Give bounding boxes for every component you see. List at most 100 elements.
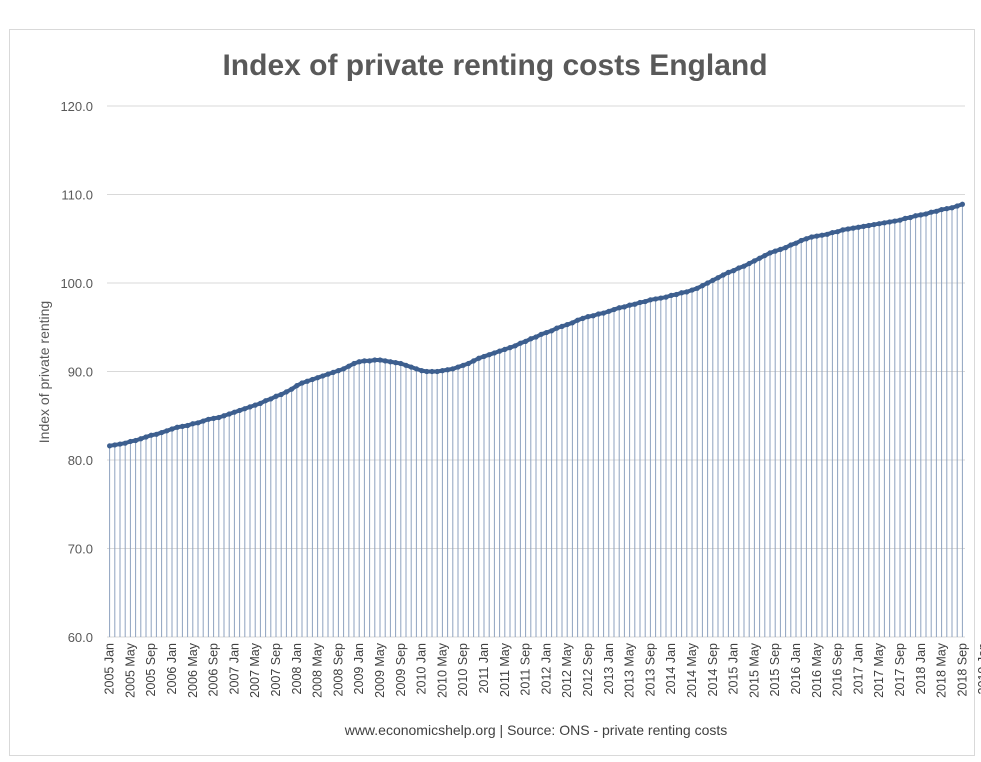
data-point bbox=[725, 269, 732, 275]
x-tick-label: 2014 May bbox=[685, 642, 699, 698]
data-point bbox=[174, 424, 180, 430]
data-point bbox=[580, 315, 586, 321]
data-point bbox=[762, 252, 768, 259]
y-tick-label: 70.0 bbox=[68, 542, 93, 557]
data-point bbox=[133, 437, 139, 444]
data-point bbox=[351, 360, 357, 367]
data-point bbox=[824, 231, 830, 237]
x-tick-label: 2008 Jan bbox=[290, 643, 304, 694]
data-point bbox=[637, 299, 643, 306]
data-point bbox=[476, 355, 482, 361]
data-point bbox=[601, 310, 607, 316]
data-point bbox=[866, 222, 872, 229]
x-tick-label: 2013 Sep bbox=[643, 643, 657, 697]
data-point bbox=[512, 343, 518, 349]
data-point bbox=[538, 331, 544, 337]
x-tick-label: 2010 Jan bbox=[415, 643, 429, 694]
x-tick-label: 2013 Jan bbox=[602, 643, 616, 694]
data-point bbox=[491, 350, 497, 356]
data-point bbox=[226, 411, 232, 417]
data-point bbox=[247, 404, 253, 410]
data-point bbox=[450, 366, 456, 372]
data-point bbox=[507, 345, 513, 351]
data-point bbox=[829, 229, 836, 236]
data-point bbox=[263, 398, 269, 404]
data-point bbox=[871, 221, 877, 228]
data-point bbox=[398, 360, 404, 367]
x-tick-label: 2011 May bbox=[498, 642, 512, 697]
data-point bbox=[814, 233, 820, 239]
data-point bbox=[913, 213, 919, 219]
x-tick-label: 2006 Sep bbox=[207, 643, 221, 697]
x-tick-label: 2012 Jan bbox=[539, 643, 553, 694]
data-point bbox=[502, 346, 508, 352]
x-tick-label: 2014 Sep bbox=[706, 643, 720, 697]
x-tick-label: 2008 May bbox=[311, 642, 325, 698]
data-point bbox=[684, 289, 690, 295]
data-point bbox=[954, 203, 960, 209]
data-point bbox=[663, 294, 669, 300]
data-point bbox=[933, 208, 940, 214]
data-point bbox=[959, 201, 966, 207]
data-point bbox=[887, 219, 893, 225]
data-point bbox=[746, 260, 752, 267]
y-axis-label: Index of private renting bbox=[36, 301, 52, 443]
x-tick-label: 2011 Jan bbox=[477, 643, 491, 694]
data-point bbox=[715, 275, 721, 281]
data-point bbox=[195, 420, 201, 426]
data-point bbox=[387, 359, 393, 365]
data-point bbox=[845, 226, 851, 232]
data-point bbox=[127, 438, 133, 445]
data-point bbox=[153, 431, 159, 437]
data-point bbox=[897, 217, 903, 223]
data-point bbox=[809, 234, 815, 240]
data-point bbox=[611, 306, 617, 313]
data-point bbox=[200, 418, 206, 424]
data-point bbox=[585, 314, 591, 320]
data-point bbox=[169, 426, 175, 432]
x-tick-label: 2006 May bbox=[186, 642, 200, 698]
data-point bbox=[751, 258, 758, 264]
data-point bbox=[772, 248, 778, 254]
x-tick-label: 2013 May bbox=[623, 642, 637, 698]
y-tick-label: 100.0 bbox=[60, 276, 93, 291]
data-point bbox=[767, 250, 773, 256]
data-point bbox=[413, 366, 419, 372]
data-point bbox=[237, 407, 243, 414]
x-tick-label: 2005 May bbox=[123, 642, 137, 698]
x-tick-label: 2015 Jan bbox=[727, 643, 741, 694]
data-point bbox=[549, 328, 555, 334]
data-point bbox=[481, 353, 487, 360]
data-point bbox=[679, 290, 685, 296]
data-point bbox=[179, 423, 185, 429]
data-point bbox=[944, 206, 950, 212]
data-point bbox=[564, 321, 570, 328]
data-point bbox=[632, 301, 638, 307]
data-point bbox=[861, 223, 867, 229]
x-tick-label: 2011 Sep bbox=[519, 643, 533, 696]
data-point bbox=[720, 272, 726, 278]
y-axis-ticks: 60.0 70.0 80.0 90.0 100.0 110.0 120.0 bbox=[60, 99, 93, 645]
data-point bbox=[627, 302, 633, 308]
x-tick-label: 2017 May bbox=[872, 642, 886, 698]
data-point bbox=[211, 415, 217, 422]
data-point bbox=[424, 368, 430, 375]
data-point bbox=[803, 236, 810, 242]
data-point bbox=[517, 340, 524, 346]
data-point bbox=[138, 436, 144, 442]
x-tick-label: 2008 Sep bbox=[331, 643, 345, 697]
data-point bbox=[122, 440, 128, 446]
data-point bbox=[393, 360, 399, 366]
y-tick-label: 60.0 bbox=[68, 630, 93, 645]
x-tick-label: 2016 Jan bbox=[789, 643, 803, 694]
data-point bbox=[554, 325, 560, 331]
data-point bbox=[793, 240, 799, 246]
data-point bbox=[367, 358, 373, 364]
data-point bbox=[881, 220, 888, 226]
data-point bbox=[382, 358, 388, 364]
data-point bbox=[840, 227, 846, 233]
data-point bbox=[616, 305, 622, 311]
data-point bbox=[117, 441, 123, 447]
data-point bbox=[559, 323, 565, 329]
data-point bbox=[606, 308, 612, 314]
